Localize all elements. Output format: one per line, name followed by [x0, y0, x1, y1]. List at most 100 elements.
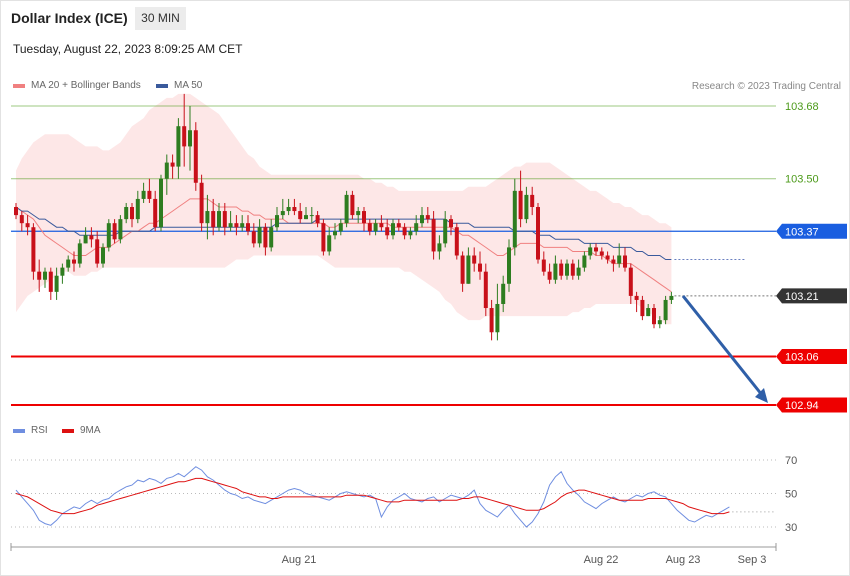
copyright-text: Research © 2023 Trading Central: [691, 81, 841, 92]
candle-body: [344, 194, 349, 224]
candle-body: [54, 275, 59, 292]
chart-title: Dollar Index (ICE): [11, 10, 128, 26]
rsi-swatch: [13, 428, 25, 433]
candle-body: [292, 207, 297, 212]
legend-ma50[interactable]: MA 50: [156, 80, 202, 91]
legend-rsi-ma[interactable]: 9MA: [62, 425, 101, 436]
candle-body: [576, 267, 581, 276]
candle-body: [234, 223, 239, 228]
candle-body: [188, 130, 192, 147]
legend-rsi[interactable]: RSI: [13, 425, 48, 436]
candle-body: [536, 207, 540, 260]
candle-body: [547, 271, 552, 280]
candle-body: [652, 308, 656, 325]
time-axis-tick-label: Aug 21: [282, 554, 317, 566]
bollinger-bands-layer: [16, 93, 672, 325]
candle-body: [373, 223, 378, 232]
level-label-support-2: 102.94: [785, 400, 819, 412]
candle-body: [257, 227, 262, 244]
candle-body: [286, 207, 291, 212]
candle-body: [565, 263, 569, 276]
ma50-line: [15, 206, 672, 260]
candle-body: [170, 162, 175, 167]
candle-body: [95, 239, 100, 264]
candle-body: [408, 231, 413, 236]
candle-body: [437, 243, 442, 252]
candle-body: [646, 308, 651, 317]
candle-body: [25, 223, 30, 228]
candle-body: [135, 198, 140, 220]
candle-body: [524, 194, 529, 220]
legend-bollinger[interactable]: MA 20 + Bollinger Bands: [13, 80, 141, 91]
candle-body: [72, 259, 76, 264]
candle-body: [147, 190, 152, 199]
candle-body: [106, 223, 111, 248]
legend-ma50-label: MA 50: [174, 80, 203, 91]
candle-body: [431, 219, 436, 252]
candle-body: [495, 303, 500, 333]
moving-averages-layer: [15, 198, 768, 403]
candle-body: [217, 211, 221, 228]
candle-body: [443, 219, 448, 244]
candle-body: [541, 259, 546, 272]
candle-body: [391, 223, 395, 236]
candle-body: [327, 235, 332, 252]
level-tag-pivot: [776, 223, 847, 239]
candle-body: [414, 223, 419, 232]
level-tag-support-2: [776, 397, 847, 413]
rsi-tick-label: 50: [785, 489, 797, 501]
forecast-arrow-head: [755, 388, 768, 403]
candle-body: [657, 320, 662, 325]
candle-body: [43, 271, 47, 280]
candle-body: [599, 251, 604, 256]
candle-body: [483, 271, 488, 309]
candle-body: [634, 295, 639, 300]
timeframe-badge[interactable]: 30 MIN: [135, 7, 186, 30]
candle-body: [362, 211, 366, 224]
candle-body: [176, 126, 181, 167]
candle-body: [164, 162, 169, 179]
candle-body: [228, 223, 233, 228]
candle-body: [338, 223, 343, 232]
candle-body: [240, 223, 245, 228]
candle-body: [298, 211, 303, 220]
candle-body: [350, 194, 355, 216]
candle-body: [60, 267, 65, 276]
time-axis-tick-label: Aug 23: [666, 554, 701, 566]
candle-body: [501, 283, 506, 304]
candle-body: [472, 255, 477, 264]
candle-body: [48, 271, 53, 292]
candle-body: [518, 190, 523, 220]
candle-body: [31, 227, 36, 272]
candle-body: [379, 223, 384, 228]
candle-body: [582, 255, 587, 268]
time-axis-tick-label: Aug 22: [584, 554, 619, 566]
candle-body: [141, 190, 146, 199]
rsi-panel: 70 50 30: [11, 455, 797, 534]
candle-body: [478, 263, 482, 272]
rsi-tick-label: 70: [785, 455, 797, 467]
candle-body: [559, 263, 564, 276]
candle-body: [159, 178, 163, 228]
candle-body: [205, 211, 210, 224]
candle-body: [321, 223, 326, 252]
candle-body: [89, 235, 94, 240]
candle-body: [530, 194, 535, 208]
candle-body: [553, 263, 558, 280]
candle-body: [489, 308, 494, 333]
candle-body: [19, 215, 24, 224]
candles-layer: [14, 93, 674, 341]
candle-body: [605, 255, 610, 260]
candle-body: [449, 219, 453, 228]
candle-body: [594, 247, 598, 252]
candle-body: [367, 223, 372, 232]
legend-rsi-ma-label: 9MA: [80, 425, 101, 436]
candle-body: [182, 126, 187, 147]
candle-body: [130, 207, 134, 220]
candle-body: [420, 215, 424, 224]
level-tag-support-1: [776, 349, 847, 365]
candle-body: [14, 207, 18, 216]
candle-body: [425, 215, 430, 220]
candle-body: [153, 198, 158, 228]
